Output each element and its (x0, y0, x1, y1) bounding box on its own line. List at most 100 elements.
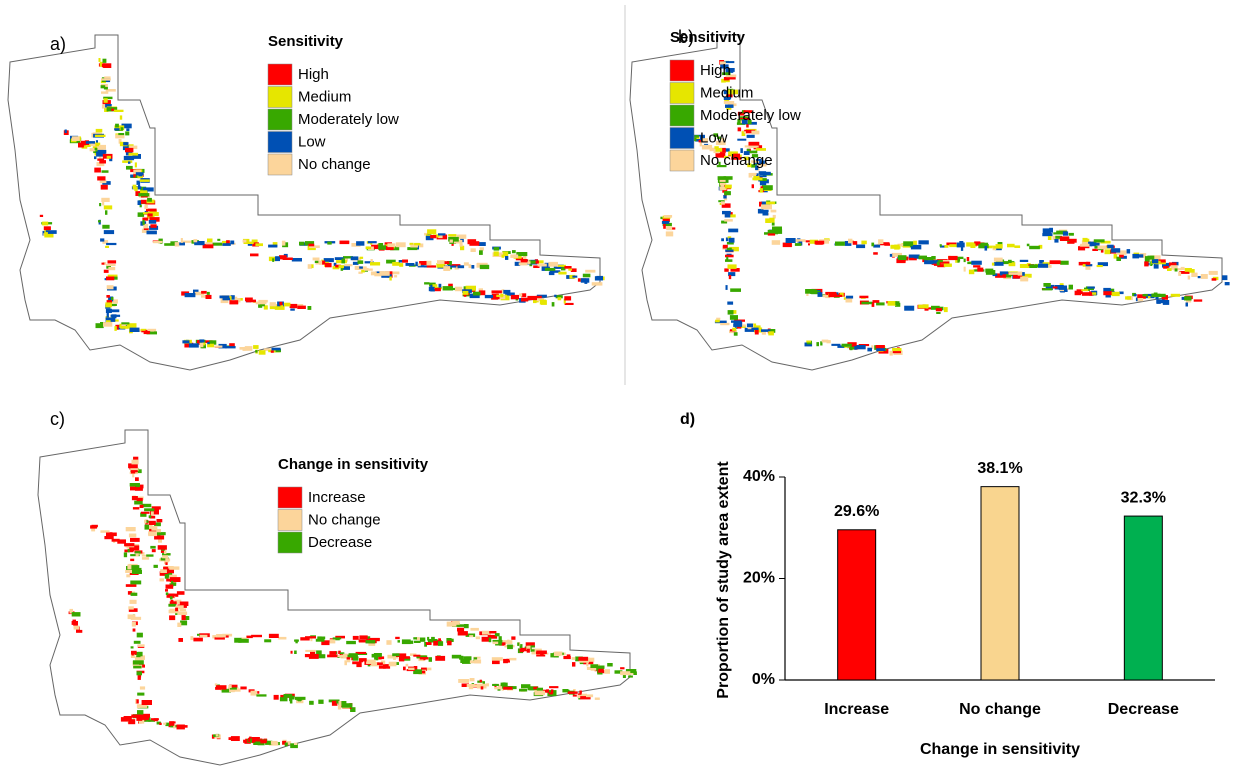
map-patch (199, 634, 208, 638)
map-patch (471, 685, 481, 688)
map-patch (999, 271, 1009, 276)
map-patch (424, 260, 432, 266)
map-patch (131, 570, 142, 574)
map-patch (102, 200, 105, 206)
map-patch (201, 295, 204, 298)
map-patch (264, 639, 272, 643)
map-patch (1187, 275, 1191, 280)
map-patch (405, 663, 409, 667)
map-patch (918, 240, 929, 245)
map-patch (443, 266, 451, 271)
map-patch (873, 252, 878, 255)
map-patch (537, 263, 547, 267)
map-patch (115, 123, 119, 128)
map-patch (103, 269, 109, 273)
map-patch (944, 245, 949, 248)
map-patch (503, 686, 513, 690)
map-patch (271, 347, 281, 351)
map-patch (429, 282, 436, 287)
map-patch (841, 343, 852, 347)
map-patch (314, 260, 319, 263)
map-patch (949, 244, 959, 248)
map-patch (246, 635, 253, 639)
map-patch (147, 213, 153, 217)
map-patch (85, 141, 95, 144)
map-c (37, 429, 637, 766)
map-patch (785, 238, 796, 243)
map-patch (555, 295, 563, 299)
map-patch (1155, 296, 1159, 300)
map-patch (714, 146, 719, 149)
map-patch (346, 657, 351, 660)
map-patch (96, 151, 106, 157)
map-patch (180, 238, 183, 243)
map-patch (139, 686, 146, 690)
map-patch (1132, 253, 1139, 259)
map-patch (129, 545, 140, 551)
map-patch (348, 653, 358, 658)
map-patch (128, 608, 138, 612)
map-patch (548, 692, 553, 695)
map-patch (283, 694, 293, 698)
map-patch (750, 160, 760, 163)
map-patch (102, 240, 109, 244)
map-patch (109, 157, 113, 162)
map-patch (365, 246, 372, 250)
map-patch (352, 261, 359, 265)
map-patch (131, 459, 139, 465)
map-patch (178, 611, 188, 615)
map-patch (753, 160, 765, 164)
map-patch (459, 655, 464, 660)
map-patch (316, 650, 322, 655)
map-patch (388, 661, 397, 667)
map-patch (126, 165, 133, 170)
map-patch (536, 294, 547, 298)
map-patch (355, 651, 367, 654)
map-patch (98, 58, 101, 62)
map-patch (737, 325, 742, 329)
map-patch (146, 208, 157, 212)
map-patch (259, 303, 265, 307)
map-patch (1096, 265, 1103, 268)
map-patch (1104, 249, 1110, 255)
map-patch (276, 742, 280, 746)
map-patch (398, 656, 405, 662)
map-patch (1134, 293, 1137, 297)
map-patch (732, 327, 737, 331)
map-patch (121, 322, 130, 325)
map-patch (44, 232, 48, 236)
map-patch (107, 299, 118, 304)
map-patch (253, 741, 261, 745)
map-patch (1184, 268, 1192, 272)
map-patch (257, 691, 260, 694)
map-patch (557, 264, 566, 267)
map-patch (821, 339, 829, 343)
map-patch (395, 653, 407, 657)
map-patch (308, 636, 316, 639)
map-patch (99, 203, 102, 207)
map-patch (94, 147, 98, 151)
map-patch (124, 543, 135, 547)
map-patch (434, 287, 441, 292)
map-patch (255, 243, 263, 247)
map-patch (835, 241, 845, 246)
map-patch (182, 340, 190, 344)
map-patch (1021, 272, 1025, 276)
map-patch (370, 271, 377, 276)
map-patch (202, 243, 214, 249)
map-patch (138, 184, 141, 190)
map-patch (852, 241, 858, 245)
map-patch (433, 640, 439, 646)
map-patch (359, 256, 364, 259)
map-patch (159, 722, 162, 725)
map-patch (104, 108, 109, 112)
legend-swatch (267, 86, 293, 108)
map-patch (137, 212, 145, 217)
map-patch (493, 247, 500, 251)
map-patch (594, 697, 600, 700)
map-patch (115, 324, 120, 330)
map-patch (500, 682, 508, 687)
map-patch (272, 258, 275, 262)
map-patch (760, 201, 769, 205)
map-patch (993, 262, 1004, 266)
